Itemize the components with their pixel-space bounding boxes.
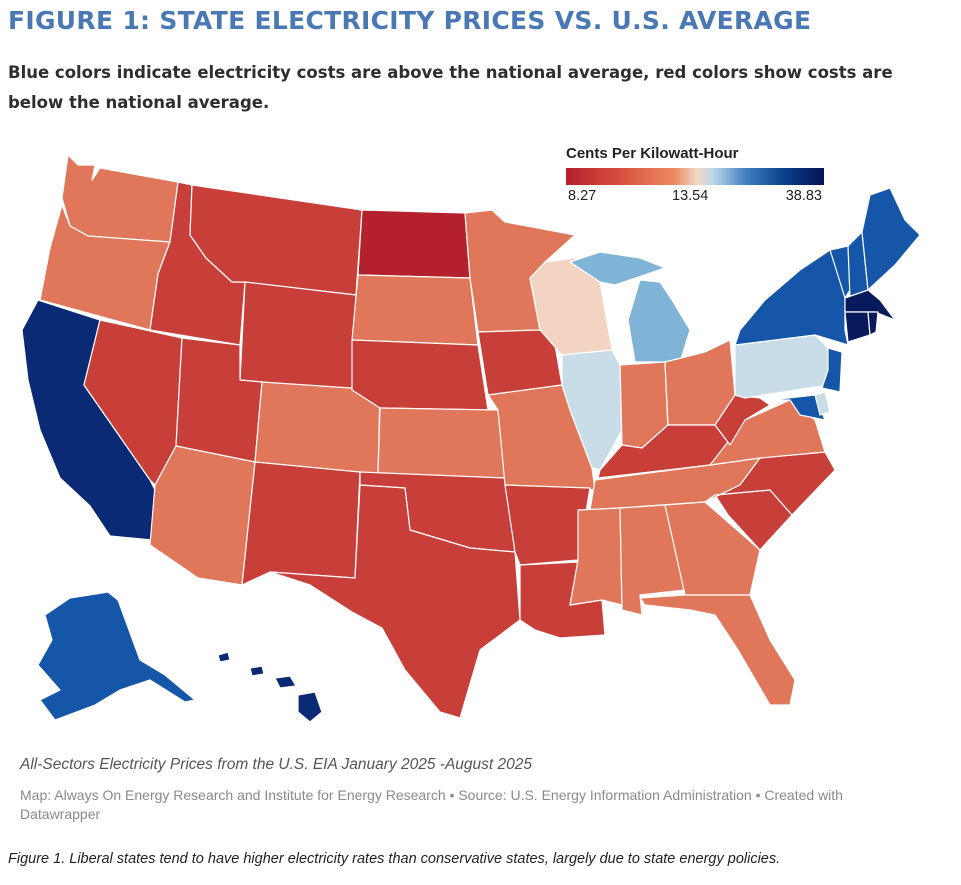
map-credit: Map: Always On Energy Research and Insti… (20, 787, 843, 822)
state-ks (377, 407, 506, 479)
state-fl (639, 594, 796, 706)
state-ms (569, 507, 623, 606)
state-mi-upper (569, 251, 666, 286)
state-ny (734, 249, 849, 346)
state-wa (61, 154, 179, 243)
state-az (149, 445, 256, 586)
figure-caption: Figure 1. Liberal states tend to have hi… (8, 851, 781, 867)
state-ri (867, 311, 879, 336)
state-ar (504, 484, 591, 566)
legend-gradient-bar (566, 168, 824, 185)
legend-min-label: 8.27 (568, 188, 597, 204)
state-nm (241, 461, 361, 586)
legend-labels: 8.27 13.54 38.83 (566, 188, 824, 206)
state-hi-4 (297, 691, 323, 723)
legend-title: Cents Per Kilowatt-Hour (566, 145, 739, 162)
state-md (769, 394, 826, 421)
data-note: All-Sectors Electricity Prices from the … (20, 756, 532, 773)
figure-title: FIGURE 1: STATE ELECTRICITY PRICES VS. U… (8, 6, 812, 35)
state-ct (844, 311, 871, 343)
state-pa (734, 334, 831, 399)
state-mi-lower (627, 279, 691, 363)
figure-subtitle: Blue colors indicate electricity costs a… (8, 63, 893, 112)
state-ne (351, 339, 489, 411)
state-tx (269, 484, 521, 719)
state-ga (664, 501, 761, 596)
state-sd (351, 274, 479, 346)
state-hi-2 (249, 665, 265, 677)
state-de (814, 391, 831, 416)
state-hi-3 (274, 675, 297, 689)
state-nd (357, 209, 471, 279)
us-choropleth-map (21, 154, 921, 723)
legend-max-label: 38.83 (785, 188, 822, 204)
state-me (861, 187, 921, 291)
state-wy (239, 281, 357, 391)
legend-mid-label: 13.54 (672, 188, 709, 204)
state-nc (704, 451, 836, 516)
state-ia (477, 329, 563, 396)
state-hi-1 (217, 651, 231, 663)
state-ak (37, 591, 196, 721)
state-nj (821, 347, 843, 393)
color-legend: Cents Per Kilowatt-Hour 8.27 13.54 38.83 (566, 145, 824, 206)
